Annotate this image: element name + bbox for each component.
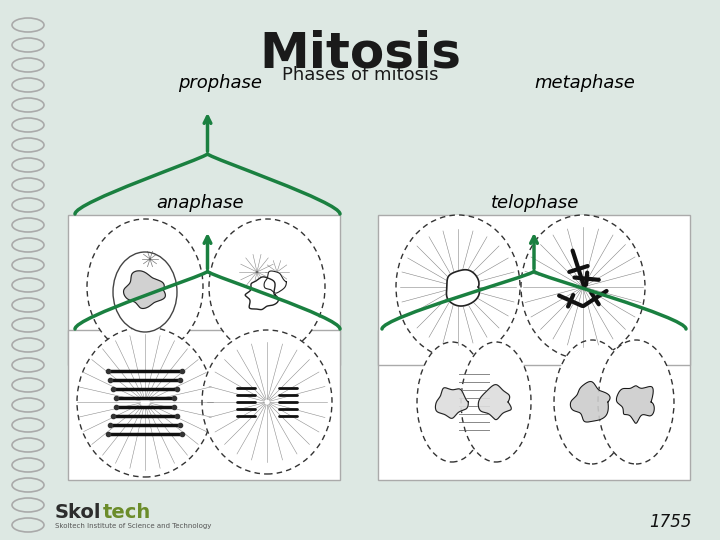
Text: Skoltech Institute of Science and Technology: Skoltech Institute of Science and Techno… (55, 523, 212, 529)
Text: prophase: prophase (178, 74, 262, 92)
Ellipse shape (521, 215, 645, 359)
Text: Skol: Skol (55, 503, 102, 522)
Ellipse shape (461, 342, 531, 462)
Text: anaphase: anaphase (156, 194, 244, 212)
Ellipse shape (87, 219, 203, 355)
Ellipse shape (209, 219, 325, 355)
Bar (378, 215, 690, 365)
Text: metaphase: metaphase (534, 74, 636, 92)
Text: 1755: 1755 (649, 513, 691, 531)
Polygon shape (264, 271, 287, 293)
Ellipse shape (598, 340, 674, 464)
Bar (68, 215, 340, 365)
Bar (378, 330, 690, 480)
Ellipse shape (202, 330, 332, 474)
Ellipse shape (417, 342, 487, 462)
Bar (68, 330, 340, 480)
Ellipse shape (396, 215, 520, 359)
Ellipse shape (554, 340, 630, 464)
Polygon shape (478, 384, 511, 420)
Polygon shape (124, 271, 166, 308)
Text: tech: tech (103, 503, 151, 522)
Ellipse shape (113, 252, 177, 332)
Polygon shape (446, 269, 480, 306)
Polygon shape (570, 382, 610, 422)
Text: Mitosis: Mitosis (259, 30, 461, 78)
Polygon shape (246, 277, 279, 309)
Ellipse shape (77, 327, 213, 477)
Polygon shape (436, 388, 468, 418)
Text: Phases of mitosis: Phases of mitosis (282, 66, 438, 84)
Text: telophase: telophase (491, 194, 579, 212)
Polygon shape (616, 386, 654, 423)
